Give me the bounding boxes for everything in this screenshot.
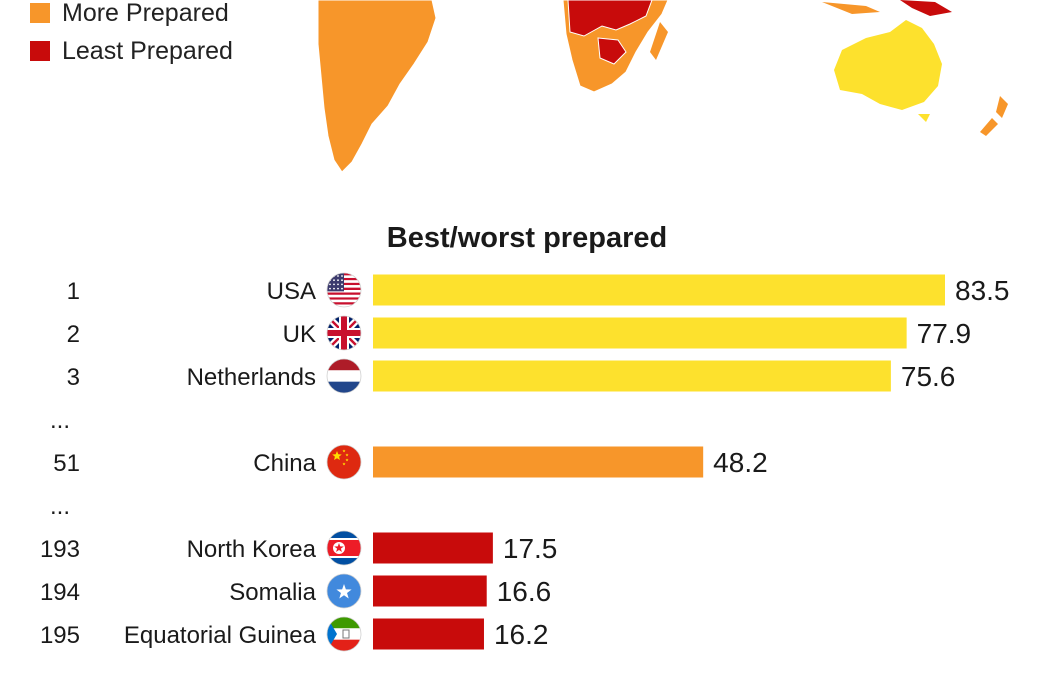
legend-swatch-more-prepared	[30, 3, 50, 23]
value-label: 77.9	[917, 318, 972, 349]
bar	[373, 575, 487, 607]
bar-row: 2 UK 77.9	[67, 315, 972, 351]
rank-label: 51	[53, 450, 80, 477]
equatorial-guinea-flag-icon	[326, 616, 362, 652]
rank-label: 3	[67, 364, 80, 391]
rank-label: 195	[40, 622, 80, 649]
value-label: 17.5	[503, 533, 558, 564]
bar-row: 194 Somalia 16.6	[40, 573, 552, 609]
china-flag-icon	[326, 444, 362, 480]
bar	[373, 618, 484, 650]
tasmania-region	[918, 114, 930, 122]
se-asia-region	[822, 2, 880, 14]
bar-row: 1 USA 83.5	[67, 272, 1010, 308]
country-label: North Korea	[187, 536, 317, 563]
country-label: UK	[283, 321, 316, 348]
new-zealand-region	[980, 96, 1008, 136]
world-map	[317, 0, 1008, 173]
madagascar-region	[650, 22, 668, 60]
bar	[373, 532, 493, 564]
bar-row: 51 China 48.2	[53, 444, 768, 480]
rank-label: 194	[40, 579, 80, 606]
gap-row: ...	[50, 493, 70, 520]
africa-least-prepared-region	[567, 0, 653, 37]
legend-item-more-prepared: More Prepared	[30, 0, 233, 32]
country-label: USA	[267, 278, 316, 305]
usa-flag-icon	[326, 272, 362, 308]
bar	[373, 360, 891, 392]
rank-label: 1	[67, 278, 80, 305]
legend-label-more-prepared: More Prepared	[62, 0, 229, 27]
legend-item-least-prepared: Least Prepared	[30, 32, 233, 70]
australia-region	[834, 20, 942, 110]
country-label: China	[253, 450, 316, 477]
bar-row: 193 North Korea 17.5	[40, 530, 558, 566]
country-label: Somalia	[229, 579, 316, 606]
bar	[373, 446, 704, 478]
value-label: 16.2	[494, 619, 549, 650]
legend-swatch-least-prepared	[30, 41, 50, 61]
value-label: 75.6	[901, 361, 956, 392]
gap-row: ...	[50, 407, 70, 434]
country-label: Equatorial Guinea	[124, 622, 317, 649]
bar-row: 195 Equatorial Guinea 16.2	[40, 616, 549, 652]
bar	[373, 274, 945, 306]
ranking-bar-chart: Best/worst prepared 1 USA 83.5 2 UK 77.9 3 Nethe…	[40, 222, 1010, 652]
chart-title: Best/worst prepared	[387, 222, 667, 254]
netherlands-flag-icon	[326, 358, 362, 394]
value-label: 48.2	[713, 447, 768, 478]
gap-ellipsis: ...	[50, 493, 70, 520]
gap-ellipsis: ...	[50, 407, 70, 434]
value-label: 83.5	[955, 275, 1010, 306]
north-korea-flag-icon	[326, 530, 362, 566]
bar	[373, 317, 907, 349]
map-legend: More Prepared Least Prepared	[30, 0, 233, 70]
new-guinea-region	[900, 0, 952, 16]
south-america-region	[317, 0, 437, 173]
rank-label: 193	[40, 536, 80, 563]
bar-row: 3 Netherlands 75.6	[67, 358, 956, 394]
uk-flag-icon	[326, 315, 362, 351]
value-label: 16.6	[497, 576, 552, 607]
legend-label-least-prepared: Least Prepared	[62, 36, 233, 65]
country-label: Netherlands	[187, 364, 316, 391]
southern-africa-least-prepared-region	[597, 37, 627, 65]
somalia-flag-icon	[326, 573, 362, 609]
rank-label: 2	[67, 321, 80, 348]
